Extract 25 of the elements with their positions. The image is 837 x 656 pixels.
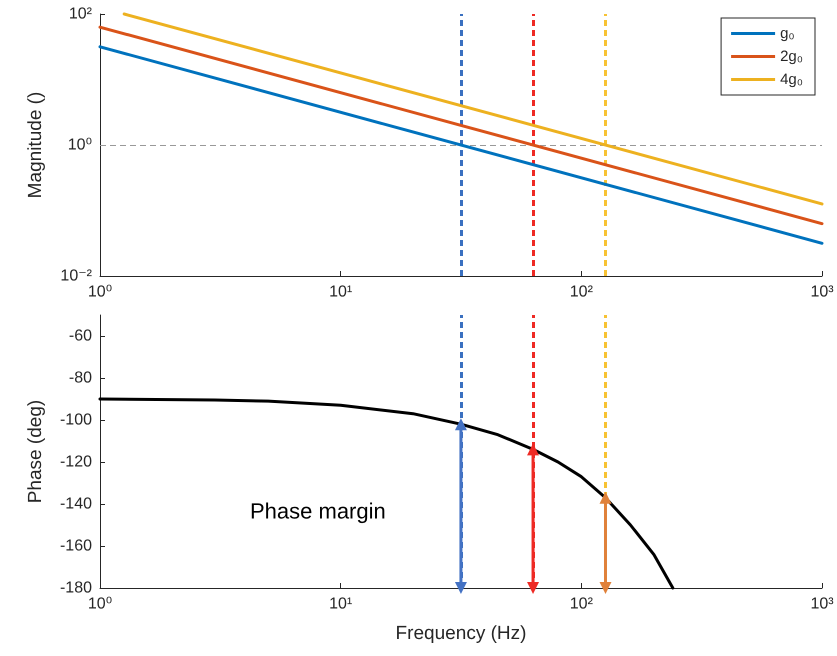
y-axis-title: Magnitude () [25, 92, 46, 198]
y-axis-title: Phase (deg) [25, 400, 46, 504]
y-tick-label: -160 [60, 538, 92, 554]
x-tick-label: 10³ [810, 596, 834, 612]
legend-label: 4g₀ [780, 71, 804, 88]
x-tick-label: 10¹ [329, 284, 352, 300]
x-tick-label: 10³ [810, 284, 834, 300]
x-tick-label: 10⁰ [88, 284, 112, 300]
y-tick-label: 10⁰ [68, 136, 92, 154]
y-tick-label: -80 [68, 370, 92, 386]
x-tick-label: 10² [570, 596, 594, 612]
y-tick-label: 10⁻² [60, 268, 93, 284]
y-tick-label: -120 [60, 454, 92, 470]
y-tick-label: -180 [60, 580, 92, 596]
legend-label: 2g₀ [780, 48, 804, 65]
y-tick-label: -60 [68, 328, 92, 344]
y-tick-label: -140 [60, 496, 92, 512]
x-tick-label: 10² [570, 284, 594, 300]
x-tick-label: 10¹ [329, 596, 352, 612]
legend-label: g₀ [780, 25, 795, 42]
x-tick-label: 10⁰ [88, 596, 112, 612]
y-tick-label: 10² [68, 6, 93, 22]
x-axis-title: Frequency (Hz) [396, 623, 526, 644]
annotation: Phase margin [250, 498, 386, 524]
y-tick-label: -100 [60, 412, 92, 428]
